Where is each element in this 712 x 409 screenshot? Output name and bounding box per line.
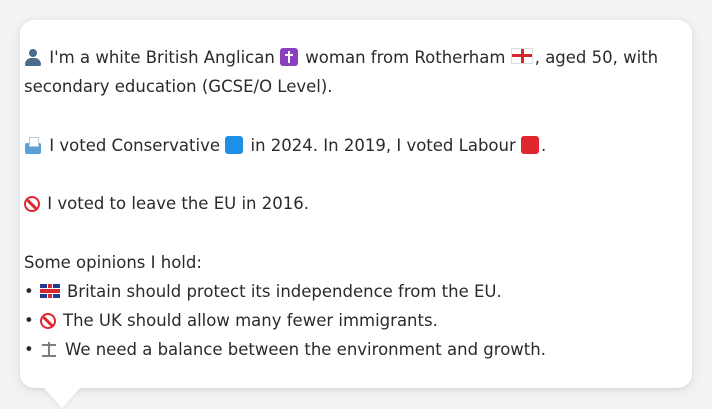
person-icon [24, 48, 42, 66]
latin-cross-icon [280, 48, 299, 66]
bullet: • [24, 311, 34, 330]
opinions-heading-text: Some opinions I hold: [24, 253, 202, 272]
identity-education: secondary education (GCSE/O Level). [24, 77, 333, 96]
no-entry-icon [24, 196, 40, 212]
identity-text: I'm a white British Anglican [49, 48, 275, 67]
vote-text-2019: in 2024. In 2019, I voted Labour [250, 136, 516, 155]
identity-line-2: secondary education (GCSE/O Level). [24, 72, 692, 101]
eu-text: I voted to leave the EU in 2016. [47, 194, 309, 213]
opinion-item: • Britain should protect its independenc… [24, 277, 692, 306]
opinion-text: Britain should protect its independence … [66, 282, 502, 301]
opinion-text: We need a balance between the environmen… [64, 340, 546, 359]
bullet: • [24, 340, 34, 359]
vote-text-end: . [541, 136, 547, 155]
identity-location: woman from Rotherham [305, 48, 506, 67]
bullet: • [24, 282, 34, 301]
blue-square-icon [225, 136, 244, 154]
opinion-item: • We need a balance between the environm… [24, 335, 692, 364]
england-flag-icon [510, 48, 533, 64]
vote-line: I voted Conservative in 2024. In 2019, I… [24, 131, 692, 160]
red-square-icon [521, 136, 540, 154]
persona-card [20, 20, 692, 388]
identity-age: , aged 50, with [534, 48, 659, 67]
no-entry-icon [39, 313, 56, 329]
opinion-item: • The UK should allow many fewer immigra… [24, 306, 692, 335]
identity-line-1: I'm a white British Anglican woman from … [24, 43, 692, 72]
opinions-heading: Some opinions I hold: [24, 248, 692, 277]
opinion-text: The UK should allow many fewer immigrant… [62, 311, 438, 330]
speech-bubble-tail [44, 388, 80, 408]
balance-scale-icon [40, 340, 58, 358]
uk-flag-icon [39, 284, 60, 298]
ballot-box-icon [24, 136, 42, 154]
eu-line: I voted to leave the EU in 2016. [24, 189, 692, 218]
vote-text-2024: I voted Conservative [49, 136, 221, 155]
